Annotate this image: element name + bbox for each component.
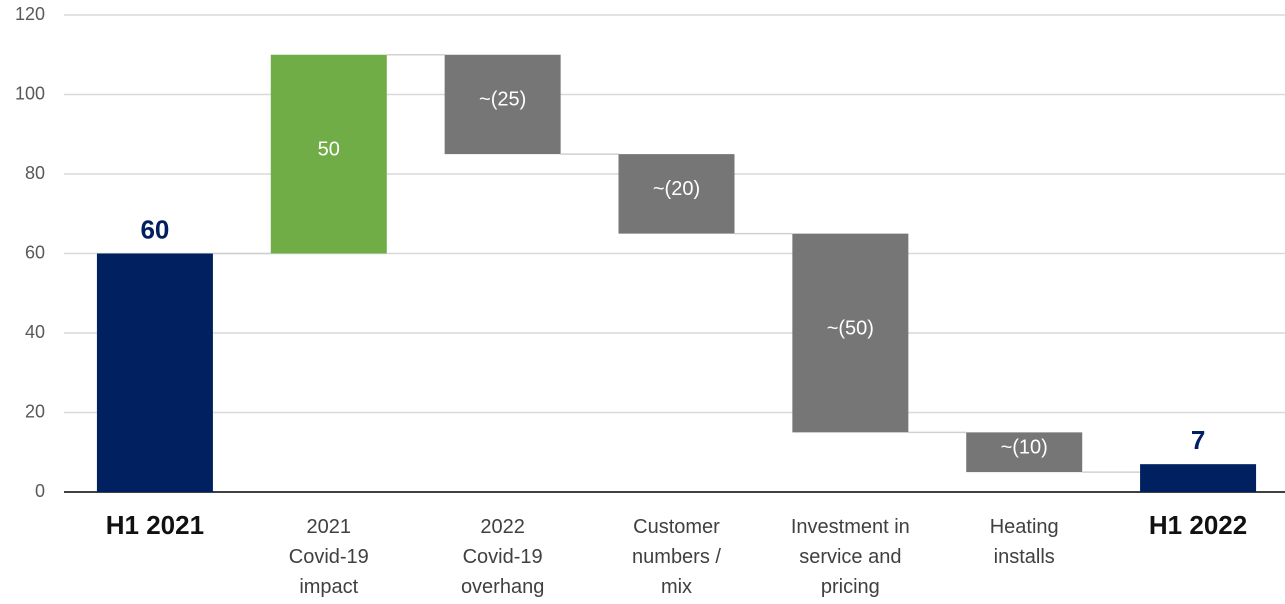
value-label: ~(50) bbox=[827, 317, 874, 339]
value-label: ~(10) bbox=[1001, 437, 1048, 459]
x-tick-label: Customer numbers / mix bbox=[632, 516, 721, 598]
y-tick-label: 0 bbox=[35, 481, 45, 501]
x-tick-label: 2021 Covid-19 impact bbox=[288, 516, 369, 598]
x-tick-label: 2022 Covid-19 overhang bbox=[460, 516, 545, 598]
bar bbox=[1140, 464, 1257, 492]
y-tick-label: 40 bbox=[25, 322, 45, 342]
bar bbox=[792, 233, 909, 433]
x-tick-label: Investment in service and pricing bbox=[790, 516, 910, 598]
bar bbox=[966, 432, 1083, 473]
value-label: 7 bbox=[1191, 425, 1205, 455]
value-label: 50 bbox=[318, 138, 340, 160]
value-label: 60 bbox=[140, 214, 169, 244]
y-tick-label: 60 bbox=[25, 242, 45, 262]
value-label: ~(20) bbox=[653, 178, 700, 200]
bar bbox=[618, 154, 735, 234]
y-tick-label: 120 bbox=[15, 4, 45, 24]
y-tick-label: 80 bbox=[25, 163, 45, 183]
x-tick-label: H1 2022 bbox=[1148, 510, 1248, 540]
value-label: ~(25) bbox=[479, 89, 526, 111]
x-tick-label: Heating installs bbox=[989, 516, 1059, 568]
x-tick-label: H1 2021 bbox=[105, 510, 205, 540]
y-tick-label: 100 bbox=[15, 83, 45, 103]
bar bbox=[270, 54, 387, 254]
bar bbox=[444, 54, 561, 155]
bar bbox=[96, 253, 213, 492]
y-tick-label: 20 bbox=[25, 401, 45, 421]
